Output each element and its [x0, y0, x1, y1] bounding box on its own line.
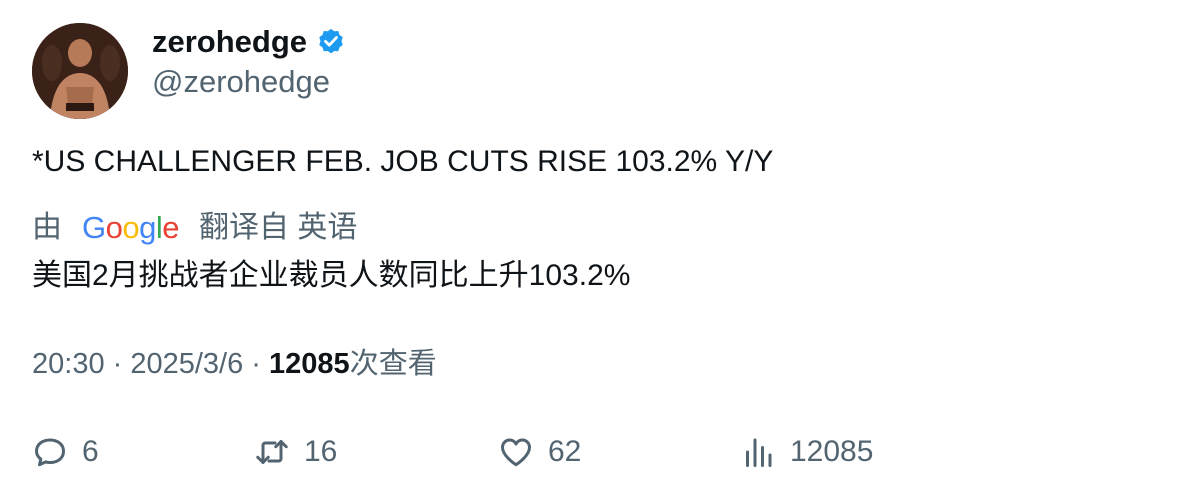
user-handle[interactable]: @zerohedge — [152, 64, 330, 99]
tweet-date[interactable]: 2025/3/6 — [130, 348, 244, 380]
reply-icon — [35, 438, 65, 467]
tweet-text: *US CHALLENGER FEB. JOB CUTS RISE 103.2%… — [32, 145, 774, 178]
views-action-count: 12085 — [790, 435, 874, 468]
views-label: 次查看 — [349, 348, 437, 380]
meta-separator: · — [104, 348, 131, 380]
retweet-button[interactable]: 16 — [254, 432, 337, 472]
display-name[interactable]: zerohedge — [152, 24, 308, 59]
retweet-icon — [256, 440, 288, 464]
heart-icon — [501, 438, 531, 467]
avatar-image — [32, 23, 128, 119]
views-count: 12085 — [269, 348, 350, 380]
like-button[interactable]: 62 — [498, 432, 581, 472]
tweet-time[interactable]: 20:30 — [32, 348, 105, 380]
display-name-row[interactable]: zerohedge — [152, 24, 346, 60]
avatar[interactable] — [32, 23, 128, 119]
reply-button[interactable]: 6 — [32, 432, 99, 472]
translation-suffix: 翻译自 英语 — [199, 211, 358, 244]
views-button[interactable]: 12085 — [740, 432, 873, 472]
reply-count: 6 — [82, 435, 99, 468]
analytics-bar-chart-icon — [746, 438, 772, 467]
translated-text: 美国2月挑战者企业裁员人数同比上升103.2% — [32, 259, 631, 292]
verified-badge-icon — [319, 28, 343, 54]
meta-separator: · — [243, 348, 270, 380]
retweet-count: 16 — [304, 435, 338, 468]
translation-attribution: 由 Google 翻译自 英语 — [32, 210, 357, 246]
tweet-meta: 20:30 · 2025/3/6 · 12085次查看 — [32, 346, 437, 382]
translation-prefix: 由 — [32, 211, 62, 244]
like-count: 62 — [548, 435, 582, 468]
google-logo[interactable]: Google — [82, 210, 180, 245]
